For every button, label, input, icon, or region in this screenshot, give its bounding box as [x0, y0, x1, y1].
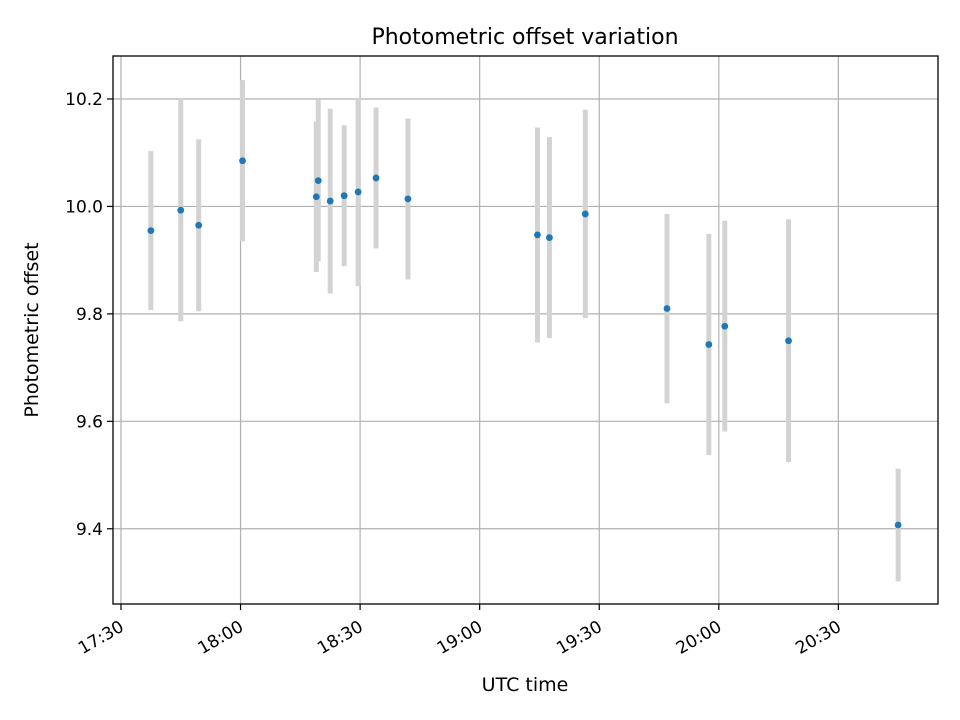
data-points — [147, 157, 902, 529]
y-tick-label: 9.8 — [76, 305, 103, 325]
data-point — [705, 341, 713, 348]
y-tick-label: 9.6 — [76, 412, 103, 432]
x-axis-label: UTC time — [482, 674, 569, 696]
data-point — [546, 234, 553, 241]
data-point — [785, 337, 792, 345]
data-point — [372, 174, 380, 182]
grid — [113, 56, 938, 604]
data-point — [147, 227, 155, 235]
x-tick-label: 20:30 — [792, 617, 844, 659]
data-point — [894, 521, 902, 529]
data-point — [354, 188, 362, 196]
y-axis-label: Photometric offset — [21, 242, 43, 417]
x-tick-label: 20:00 — [673, 617, 725, 659]
data-point — [721, 322, 729, 330]
data-point — [177, 206, 185, 214]
data-point — [404, 195, 412, 203]
y-tick-label: 10.0 — [65, 197, 103, 217]
data-point — [314, 177, 322, 185]
error-bars — [148, 80, 901, 582]
x-axis-ticks: 17:30 18:00 18:30 19:00 19:30 20:00 20:30 — [75, 604, 845, 659]
plot-frame — [112, 55, 939, 605]
x-tick-label: 18:00 — [195, 617, 247, 659]
data-point — [312, 193, 320, 201]
x-tick-label: 19:00 — [434, 617, 486, 659]
data-point — [663, 305, 671, 312]
x-tick-label: 19:30 — [553, 617, 605, 659]
data-point — [340, 192, 348, 200]
data-point — [326, 197, 334, 205]
x-tick-label: 18:30 — [314, 617, 366, 659]
chart-title: Photometric offset variation — [371, 25, 678, 50]
data-point — [581, 210, 589, 218]
y-tick-label: 9.4 — [76, 520, 103, 540]
data-point — [239, 157, 246, 165]
y-axis-ticks: 9.4 9.6 9.8 10.0 10.2 — [65, 90, 113, 540]
y-tick-label: 10.2 — [65, 90, 103, 110]
data-point — [195, 221, 203, 229]
data-point — [534, 231, 541, 239]
x-tick-label: 17:30 — [75, 617, 127, 659]
